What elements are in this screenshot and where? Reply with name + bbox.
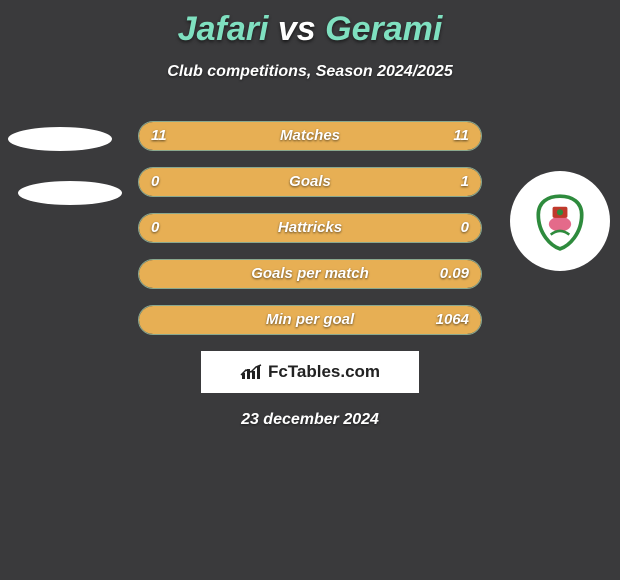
stat-label: Hattricks [139, 214, 481, 242]
stat-bar: 01Goals [138, 167, 482, 197]
stat-bar: 0.09Goals per match [138, 259, 482, 289]
brand-text: FcTables.com [268, 362, 380, 382]
club-crest-icon [529, 190, 591, 252]
chart-icon [240, 363, 262, 381]
comparison-bars: 1111Matches 01Goals 00Hattricks 0.09Goals p… [138, 121, 482, 335]
stat-bar: 00Hattricks [138, 213, 482, 243]
player1-badge-placeholder [8, 127, 112, 151]
stat-label: Matches [139, 122, 481, 150]
brand-box: FcTables.com [201, 351, 419, 393]
player2-name: Gerami [325, 10, 442, 48]
player1-name: Jafari [178, 10, 269, 48]
subtitle: Club competitions, Season 2024/2025 [0, 63, 620, 81]
stat-label: Goals per match [139, 260, 481, 288]
comparison-title: Jafari vs Gerami [0, 0, 620, 49]
stat-bar: 1111Matches [138, 121, 482, 151]
stat-label: Goals [139, 168, 481, 196]
player1-badge-placeholder-2 [18, 181, 122, 205]
stat-label: Min per goal [139, 306, 481, 334]
stat-bar: 1064Min per goal [138, 305, 482, 335]
vs-text: vs [278, 10, 316, 48]
comparison-content: 1111Matches 01Goals 00Hattricks 0.09Goals p… [0, 121, 620, 429]
snapshot-date: 23 december 2024 [0, 411, 620, 429]
player2-club-badge [510, 171, 610, 271]
